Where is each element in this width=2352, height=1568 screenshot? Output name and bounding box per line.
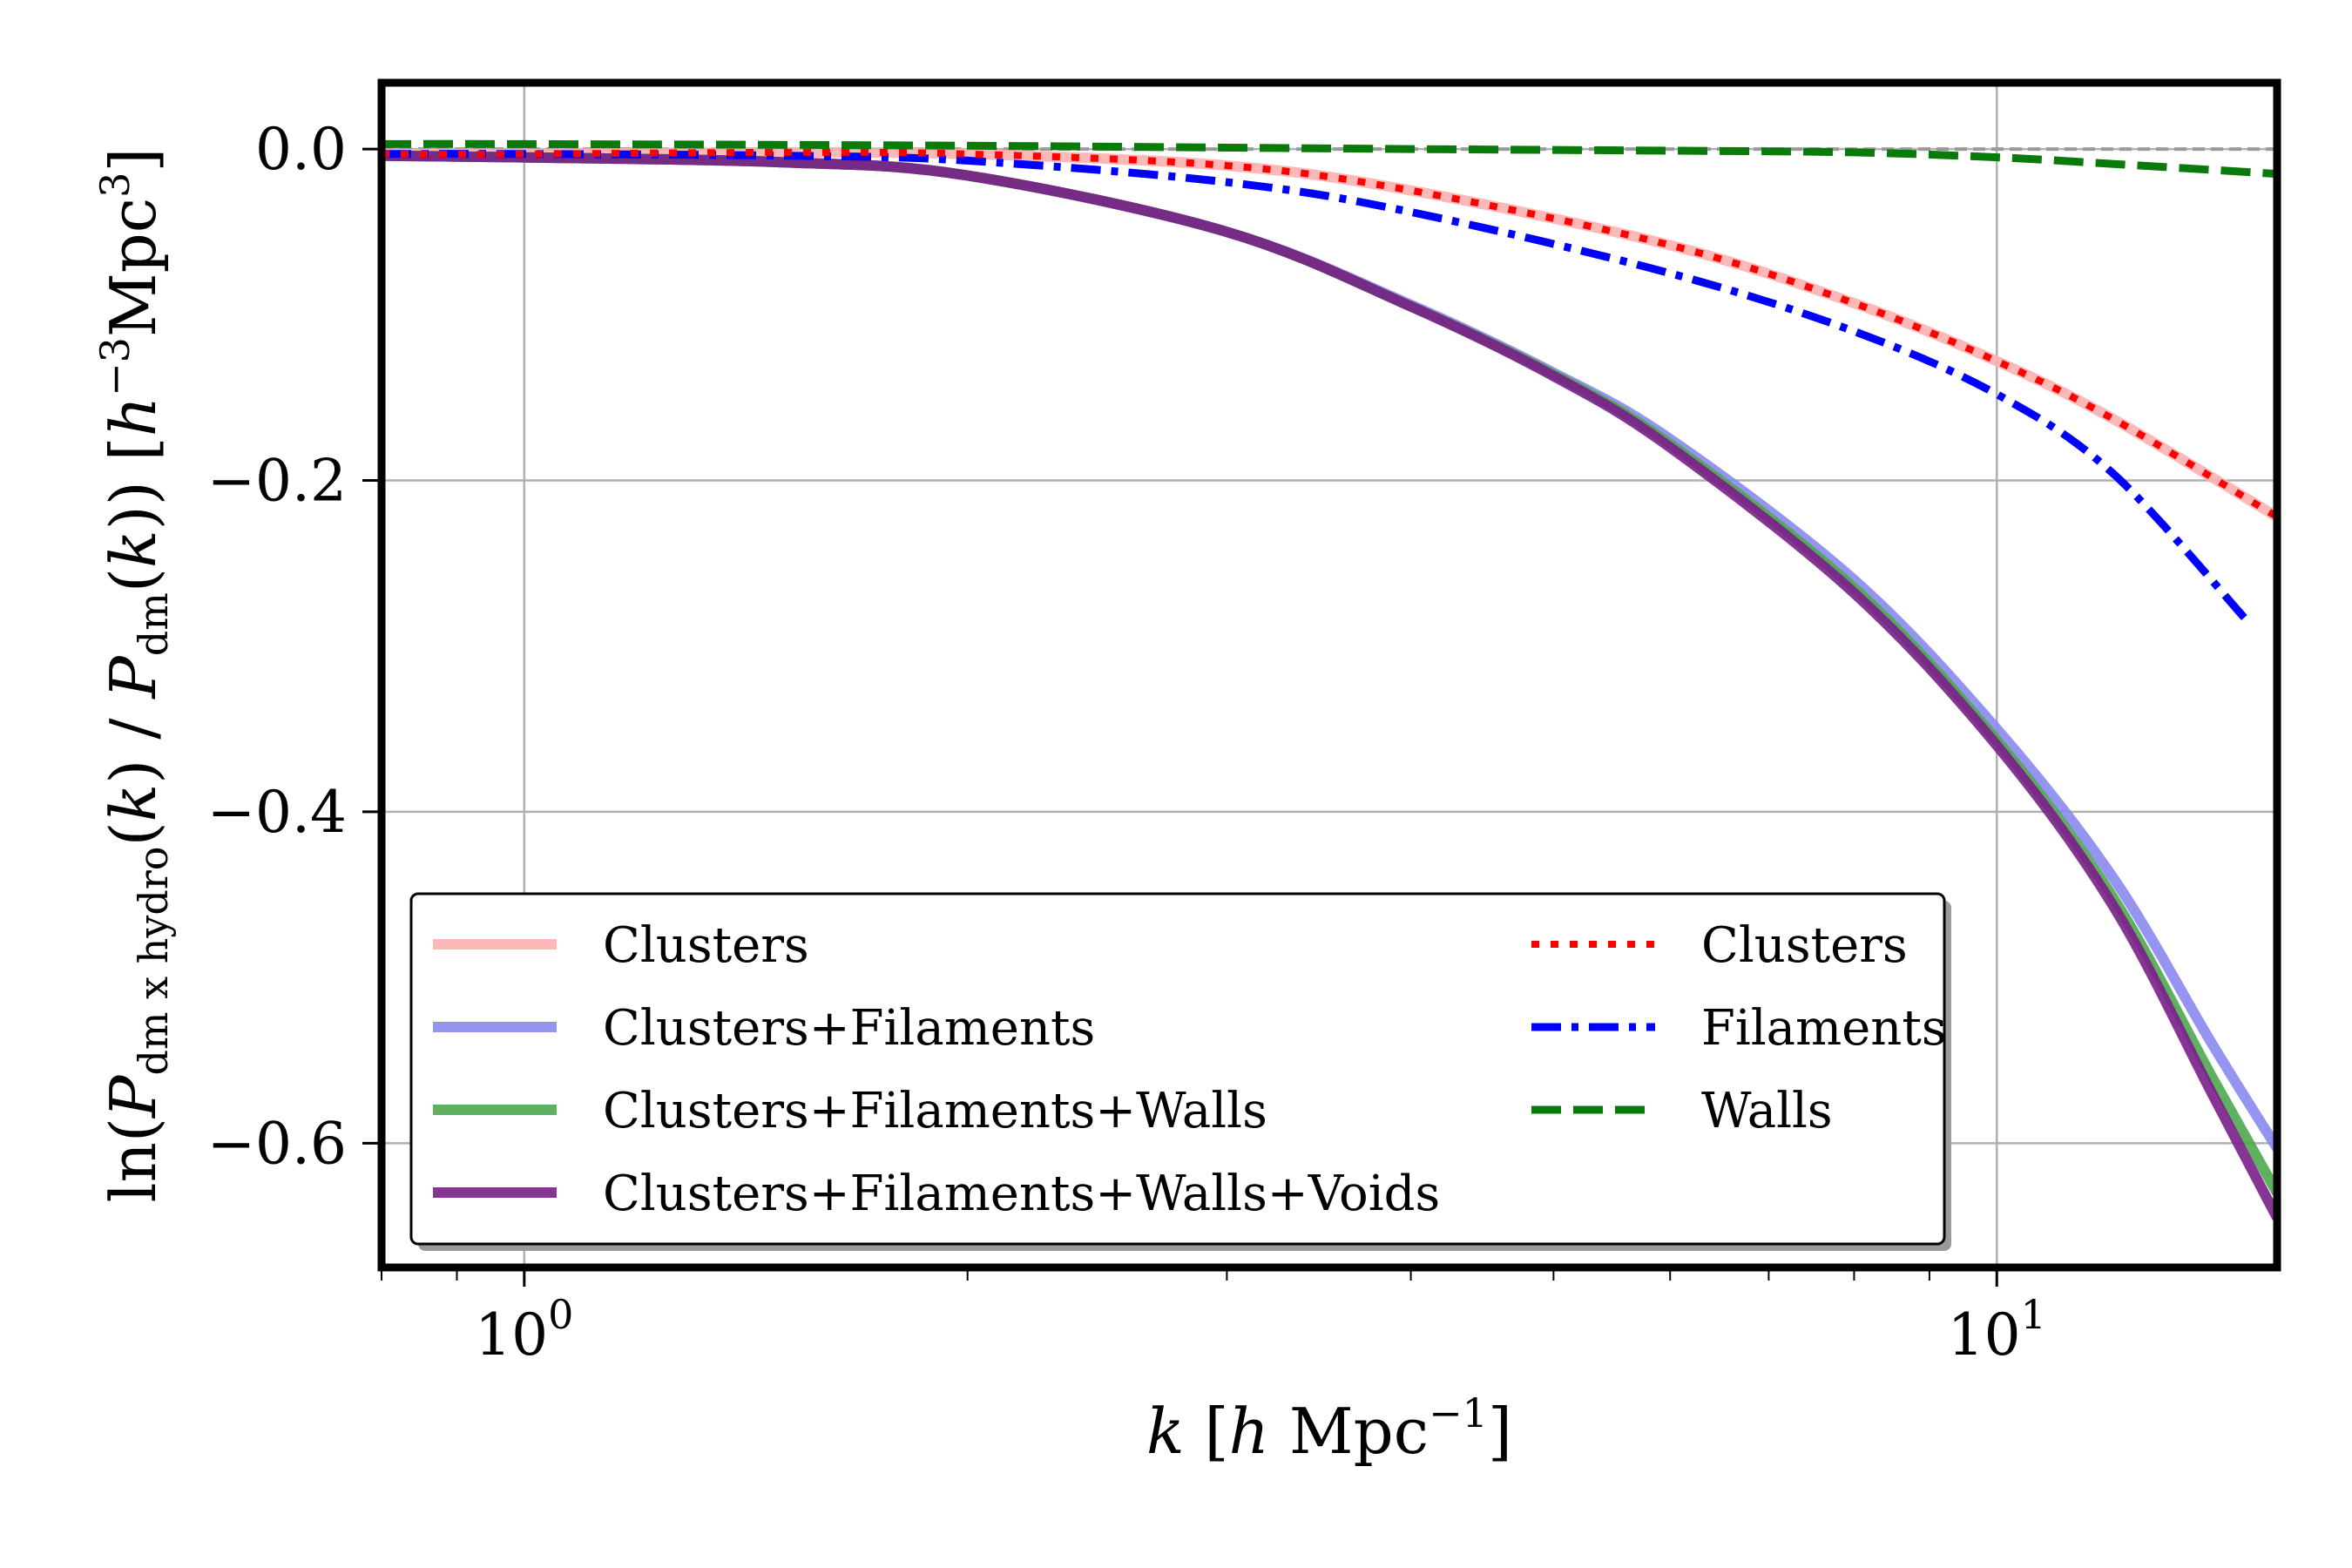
y-axis-title: ln(Pdm x hydro(k) / Pdm(k)) [h−3Mpc3]: [91, 148, 177, 1203]
legend-label-2: Clusters+Filaments+Walls: [603, 1083, 1267, 1139]
y-tick-label: −0.4: [207, 779, 347, 846]
x-tick-label: 101: [1948, 1291, 2046, 1369]
legend-items: Clusters Clusters+Filaments Clusters+Filam…: [433, 917, 1947, 1222]
y-tick-label: −0.6: [207, 1110, 347, 1177]
ticks: 100 101 0.0 −0.2 −0.4 −0.6: [207, 116, 2046, 1369]
y-tick-label: −0.2: [207, 448, 347, 515]
legend-label-5: Filaments: [1701, 1000, 1947, 1057]
plot-frame: [377, 78, 2281, 1272]
legend-label-0: Clusters: [603, 917, 809, 974]
legend-box: [409, 892, 1946, 1246]
x-axis-title: k [h Mpc−1]: [1146, 1389, 1512, 1468]
series-line-5: [382, 150, 2251, 625]
series-line-0: [382, 146, 2277, 522]
series-line-6: [382, 139, 2277, 179]
y-tick-label: 0.0: [255, 116, 347, 183]
legend-label-4: Clusters: [1701, 917, 1908, 974]
series-layer: [382, 139, 2277, 1220]
series-line-4: [382, 148, 2277, 520]
legend: Clusters Clusters+Filaments Clusters+Filam…: [409, 892, 1951, 1251]
legend-label-1: Clusters+Filaments: [603, 1000, 1095, 1057]
x-tick-label: 100: [475, 1291, 573, 1369]
legend-label-3: Clusters+Filaments+Walls+Voids: [603, 1166, 1440, 1222]
series-line-3: [382, 150, 2277, 1220]
legend-label-6: Walls: [1701, 1083, 1833, 1139]
